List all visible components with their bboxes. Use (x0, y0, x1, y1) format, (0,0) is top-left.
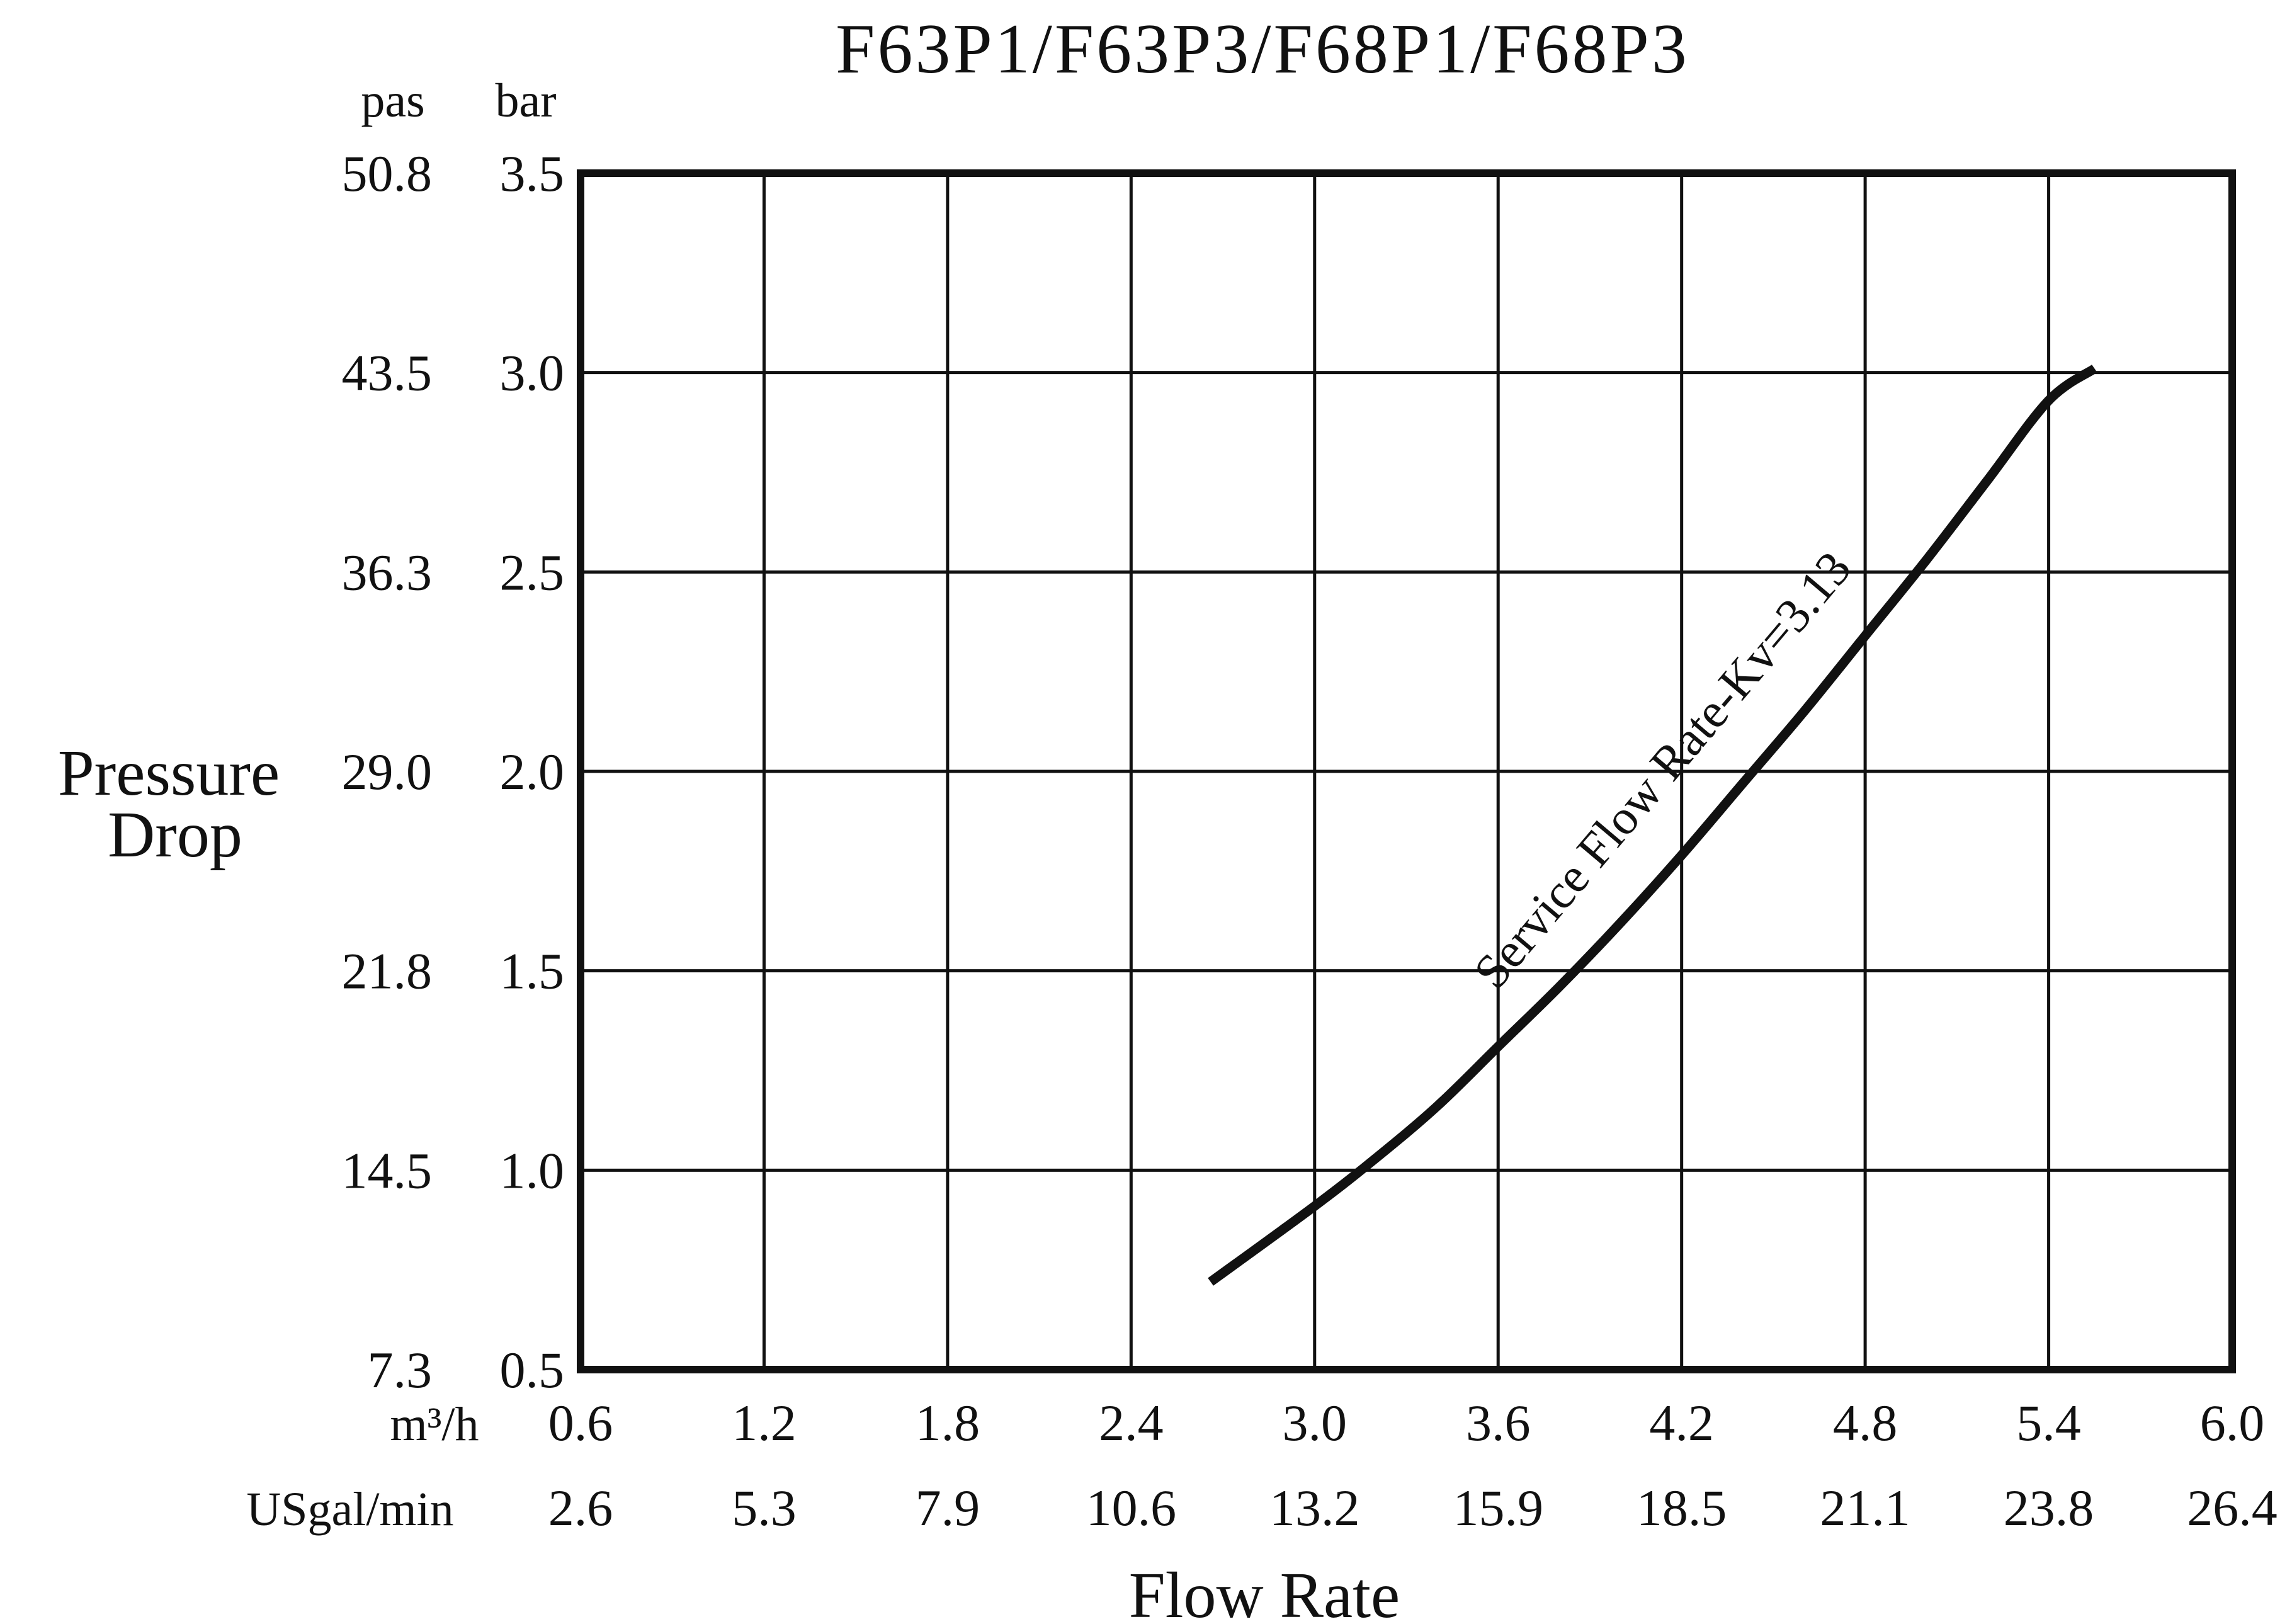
x-primary-tick-label: 5.4 (2016, 1394, 2081, 1451)
x-primary-tick-label: 2.4 (1099, 1394, 1164, 1451)
x-primary-unit-label: m³/h (390, 1398, 479, 1451)
x-secondary-tick-label: 5.3 (732, 1479, 797, 1536)
chart-series: Service Flow Rate-Kv=3.13 (1208, 365, 2097, 1286)
x-primary-tick-label: 6.0 (2200, 1394, 2265, 1451)
y-secondary-tick-label: 50.8 (342, 145, 433, 202)
y-secondary-tick-label: 21.8 (342, 943, 433, 1000)
x-secondary-tick-label: 10.6 (1086, 1479, 1177, 1536)
y-axis-title-line-2: Drop (108, 798, 242, 871)
x-secondary-tick-label: 2.6 (548, 1479, 613, 1536)
y-primary-tick-label: 1.0 (500, 1142, 565, 1199)
x-primary-tick-label: 1.8 (916, 1394, 980, 1451)
x-secondary-tick-label: 18.5 (1637, 1479, 1727, 1536)
x-secondary-tick-label: 13.2 (1269, 1479, 1360, 1536)
y-secondary-tick-label: 29.0 (342, 743, 433, 800)
chart-title: F63P1/F63P3/F68P1/F68P3 (836, 10, 1689, 88)
y-primary-unit-label: bar (495, 74, 556, 127)
x-primary-tick-label: 4.8 (1833, 1394, 1898, 1451)
y-primary-tick-label: 2.0 (500, 743, 565, 800)
plot-frame (577, 169, 2236, 1373)
x-secondary-tick-label: 21.1 (1820, 1479, 1910, 1536)
x-secondary-tick-label: 26.4 (2187, 1479, 2278, 1536)
x-primary-tick-label: 3.6 (1466, 1394, 1531, 1451)
y-primary-tick-label: 2.5 (500, 543, 565, 601)
y-secondary-unit-label: pas (361, 74, 424, 127)
y-secondary-tick-label: 7.3 (368, 1341, 433, 1399)
x-primary-tick-label: 4.2 (1649, 1394, 1714, 1451)
x-secondary-tick-label: 15.9 (1453, 1479, 1543, 1536)
y-primary-tick-label: 3.0 (500, 344, 565, 402)
y-secondary-tick-label: 14.5 (342, 1142, 433, 1199)
chart-grid (577, 169, 2236, 1373)
x-axis-title: Flow Rate (1129, 1559, 1400, 1624)
service-flow-rate-curve (1208, 365, 2097, 1286)
x-primary-tick-label: 3.0 (1283, 1394, 1347, 1451)
y-axis-title-line-1: Pressure (58, 737, 280, 809)
x-secondary-tick-label: 7.9 (916, 1479, 980, 1536)
y-secondary-tick-label: 36.3 (342, 543, 433, 601)
y-primary-tick-label: 3.5 (500, 145, 565, 202)
y-secondary-tick-label: 43.5 (342, 344, 433, 402)
y-primary-tick-label: 0.5 (500, 1341, 565, 1399)
x-secondary-unit-label: USgal/min (246, 1483, 453, 1536)
x-primary-tick-label: 1.2 (732, 1394, 797, 1451)
x-secondary-tick-label: 23.8 (2004, 1479, 2094, 1536)
chart-tick-labels: 0.6 2.6 1.2 5.3 1.8 7.9 2.4 10.6 3.0 13.2 3.6 15.9 4… (342, 145, 2278, 1536)
x-primary-tick-label: 0.6 (548, 1394, 613, 1451)
y-primary-tick-label: 1.5 (500, 943, 565, 1000)
